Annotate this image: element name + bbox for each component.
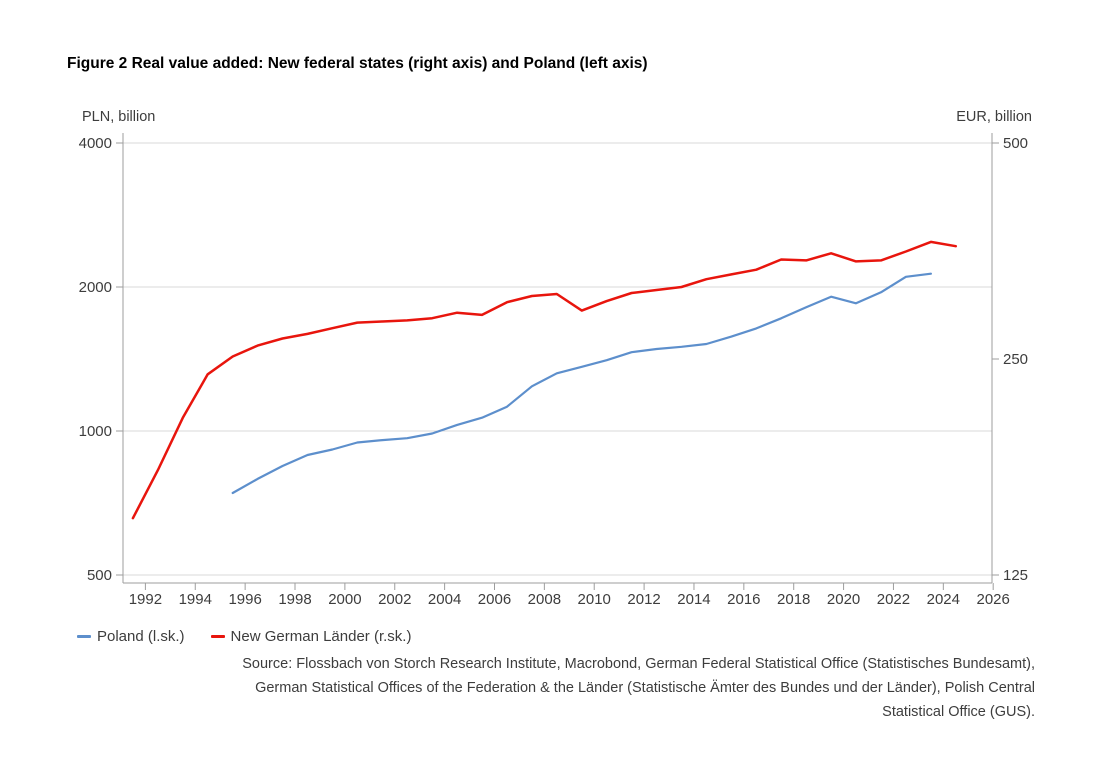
x-axis-tick-label: 2000 [328,591,361,608]
plot-area: 4000 2000 1000 500 500 250 125 1992 1994 1996 1998… [79,133,1028,608]
x-axis-tick-label: 2024 [927,591,960,608]
source-text: Source: Flossbach von Storch Research In… [100,652,1035,724]
left-axis-tick-label: 1000 [79,423,112,440]
x-axis-tick-label: 2016 [727,591,760,608]
left-axis-tick-label: 500 [87,567,112,584]
x-axis-tick-label: 2008 [528,591,561,608]
right-axis-tick-label: 250 [1003,351,1028,368]
x-axis-tick-label: 1994 [179,591,212,608]
x-axis-tick-label: 2022 [877,591,910,608]
x-axis-tick-label: 2004 [428,591,461,608]
legend-item-poland: Poland (l.sk.) [77,628,185,645]
legend: Poland (l.sk.) New German Länder (r.sk.) [77,628,411,645]
source-line-2: German Statistical Offices of the Federa… [255,680,1035,696]
x-axis-tick-label: 1992 [129,591,162,608]
source-line-3: Statistical Office (GUS). [882,704,1035,720]
x-axis-tick-label: 1996 [228,591,261,608]
poland-line [231,272,933,495]
source-line-1: Source: Flossbach von Storch Research In… [242,656,1035,672]
x-axis-tick-label: 2018 [777,591,810,608]
x-axis-tick-label: 2020 [827,591,860,608]
x-axis-tick-label: 1998 [278,591,311,608]
left-axis-tick-label: 2000 [79,279,112,296]
right-axis-tick-label: 125 [1003,567,1028,584]
left-axis-tick-label: 4000 [79,135,112,152]
x-axis-tick-label: 2010 [578,591,611,608]
x-axis-tick-label: 2026 [977,591,1010,608]
x-axis-tick-label: 2002 [378,591,411,608]
x-axis-tick-label: 2012 [627,591,660,608]
chart-title: Figure 2 Real value added: New federal s… [67,55,648,72]
new-german-laender-line [131,240,958,520]
legend-item-new-german-laender: New German Länder (r.sk.) [210,628,412,645]
x-axis-tick-label: 2014 [677,591,710,608]
poland-line-marker [77,635,91,638]
right-axis-title: EUR, billion [956,109,1032,125]
new-german-laender-line-marker [210,635,225,638]
legend-label-poland: Poland (l.sk.) [97,628,185,645]
right-axis-tick-label: 500 [1003,135,1028,152]
legend-label-new-german-laender: New German Länder (r.sk.) [230,628,412,645]
x-axis-tick-label: 2006 [478,591,511,608]
left-axis-title: PLN, billion [82,109,156,125]
